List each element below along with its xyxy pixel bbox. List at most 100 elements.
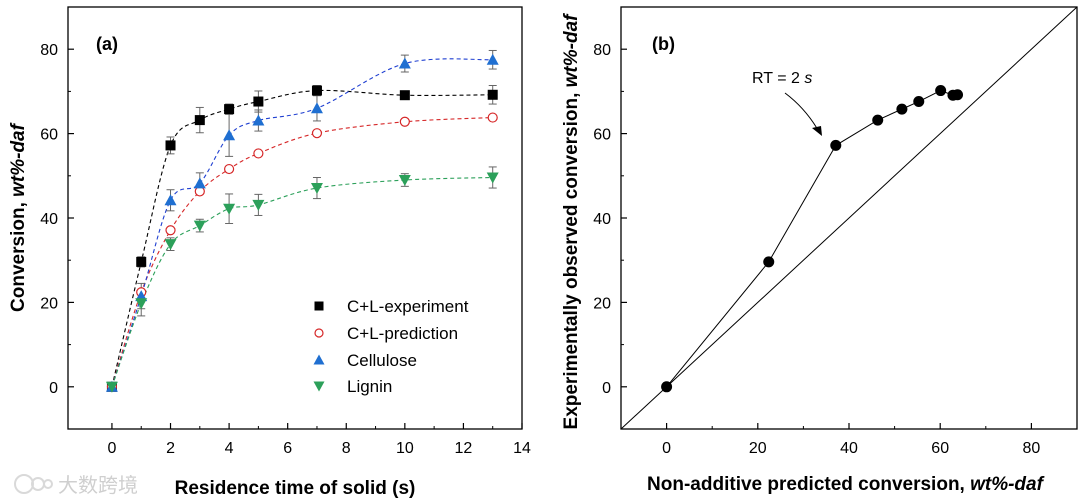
data-point-lignin	[164, 239, 177, 251]
y-tick-label-80: 80	[40, 42, 58, 59]
y-tick-label-20: 20	[40, 295, 58, 312]
x-tick-label-8: 8	[342, 440, 351, 457]
data-point-lignin	[193, 220, 206, 232]
data-point	[661, 381, 673, 393]
x-tick-label-60: 60	[931, 440, 949, 457]
panel-a-legend: C+L-experiment C+L-prediction Cellulose …	[313, 297, 469, 396]
data-point-lignin	[135, 298, 148, 310]
panel-b-data-points	[661, 85, 964, 393]
data-point-cellulose	[223, 129, 236, 141]
data-point-lignin	[223, 203, 236, 215]
panel-b-y-axis-title: Experimentally observed conversion, wt%-…	[561, 13, 582, 430]
panel-a-label: (a)	[96, 34, 118, 54]
data-point-c-l-experiment	[136, 256, 147, 267]
panel-a-x-axis-title: Residence time of solid (s)	[175, 478, 416, 499]
y-tick-label-20: 20	[593, 295, 611, 312]
data-point-lignin	[310, 183, 323, 195]
panel-b-x-axis-title: Non-additive predicted conversion, wt%-d…	[647, 474, 1045, 495]
data-point-cellulose	[193, 177, 206, 189]
data-point	[830, 139, 842, 151]
data-point-c-l-prediction	[399, 116, 410, 127]
x-tick-label-40: 40	[840, 440, 858, 457]
legend-marker-c-l-prediction	[314, 328, 324, 338]
legend-label-c-l-experiment: C+L-experiment	[347, 297, 469, 316]
data-point-c-l-experiment	[253, 96, 264, 107]
data-point-lignin	[486, 172, 499, 184]
panel-a-y-axis-title-main: Conversion,	[8, 197, 29, 312]
data-point-lignin	[252, 199, 265, 211]
connecting-line	[666, 90, 958, 388]
panel-b-x-axis-title-unit: wt%-daf	[970, 474, 1045, 495]
x-tick-label-2: 2	[166, 440, 175, 457]
annotation-main: RT = 2	[752, 70, 804, 87]
legend-label-c-l-prediction: C+L-prediction	[347, 324, 458, 343]
data-point-c-l-experiment	[194, 115, 205, 126]
data-point-lignin	[398, 175, 411, 187]
y-tick-label-80: 80	[593, 42, 611, 59]
annotation-arrow	[784, 92, 822, 136]
fit-curve-c-l-prediction	[111, 117, 493, 387]
x-tick-label-20: 20	[749, 440, 767, 457]
data-point-c-l-prediction	[165, 225, 176, 236]
legend-label-lignin: Lignin	[347, 377, 392, 396]
data-point-c-l-experiment	[224, 104, 235, 115]
data-point-c-l-experiment	[487, 89, 498, 100]
x-tick-label-80: 80	[1023, 440, 1041, 457]
panel-b-connecting-lines	[666, 90, 958, 388]
x-tick-label-0: 0	[107, 440, 116, 457]
fit-curve-lignin	[111, 176, 493, 387]
panel-a-y-axis-title: Conversion, wt%-daf	[8, 122, 29, 312]
panel-b-label: (b)	[652, 34, 675, 54]
legend-marker-cellulose	[313, 354, 325, 365]
x-tick-label-12: 12	[455, 440, 473, 457]
data-point-cellulose	[252, 114, 265, 126]
panel-b-axes: 0 20 40 60 80 0 20 40 60 80	[593, 42, 1040, 457]
data-point-cellulose	[310, 102, 323, 114]
panel-a-frame	[67, 6, 523, 430]
annotation-unit: s	[804, 70, 812, 87]
legend-markers	[313, 301, 325, 392]
x-tick-label-6: 6	[283, 440, 292, 457]
data-point-c-l-experiment	[399, 90, 410, 101]
panel-a-data-points	[105, 53, 499, 393]
watermark: 大数跨境	[14, 473, 138, 497]
annotation-rt-2s: RT = 2 s	[752, 70, 812, 87]
legend-label-cellulose: Cellulose	[347, 351, 417, 370]
x-tick-label-0: 0	[662, 440, 671, 457]
data-point-lignin	[105, 381, 118, 393]
panel-b-y-axis-title-main: Experimentally observed conversion,	[561, 87, 582, 429]
data-point-c-l-prediction	[253, 148, 264, 159]
panel-a-axes: 0 2 4 6 8 10 12 14 0 20 40 60 80	[40, 42, 531, 457]
data-point-c-l-experiment	[311, 85, 322, 96]
panel-b-chart: 0 20 40 60 80 0 20 40 60 80 (b) RT = 2 s Non-addi…	[561, 6, 1078, 495]
panel-b-parity-line	[620, 6, 1078, 430]
data-point	[952, 89, 964, 101]
y-tick-label-40: 40	[40, 211, 58, 228]
data-point-cellulose	[398, 57, 411, 69]
data-point-cellulose	[164, 194, 177, 206]
data-point	[872, 114, 884, 126]
y-tick-label-40: 40	[593, 211, 611, 228]
y-tick-label-0: 0	[49, 380, 58, 397]
legend-marker-lignin	[313, 381, 325, 392]
data-point	[896, 103, 908, 115]
y-tick-label-0: 0	[602, 380, 611, 397]
y-tick-label-60: 60	[40, 127, 58, 144]
panel-b-x-axis-title-main: Non-additive predicted conversion,	[647, 474, 970, 495]
x-tick-label-4: 4	[225, 440, 234, 457]
data-point-c-l-prediction	[311, 128, 323, 139]
data-point-c-l-prediction	[223, 163, 235, 175]
data-point	[763, 256, 775, 268]
data-point-cellulose	[486, 53, 499, 65]
panel-a-y-axis-title-unit: wt%-daf	[8, 122, 29, 197]
watermark-logo-icon	[14, 474, 53, 494]
y-tick-label-60: 60	[593, 127, 611, 144]
panel-a-chart: 0 2 4 6 8 10 12 14 0 20 40 60 80 (a) C+L-experiment …	[8, 6, 531, 499]
data-point	[913, 96, 925, 108]
data-point-c-l-experiment	[165, 140, 176, 151]
x-tick-label-14: 14	[513, 440, 531, 457]
panel-b-y-axis-title-unit: wt%-daf	[561, 13, 582, 88]
watermark-text: 大数跨境	[58, 473, 138, 497]
legend-marker-c-l-experiment	[314, 301, 324, 311]
